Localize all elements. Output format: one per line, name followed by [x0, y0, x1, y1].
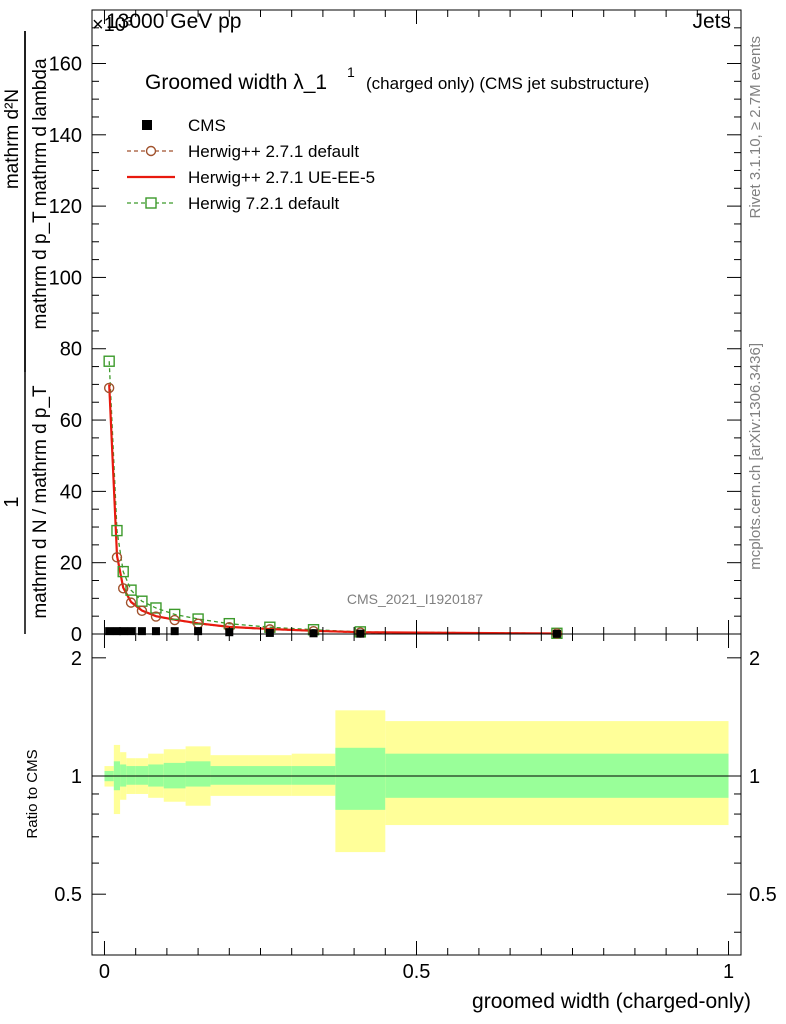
axes: 0 20 40 60 80 100 120 140 160 0 0.5 1 0.5 0.5 1 1 2 2 — [49, 9, 777, 983]
rivet-label: Rivet 3.1.10, ≥ 2.7M events — [747, 36, 764, 219]
series-point-herwig7 — [125, 584, 137, 596]
series-line-herwig-ueee5 — [108, 384, 557, 635]
y-tick-label-ratio: 0.5 — [54, 884, 82, 906]
ratio-band-inner — [135, 766, 149, 785]
x-tick-label: 1 — [723, 961, 734, 983]
y-tick-label-top: 140 — [49, 125, 82, 147]
y-axis-label-ratio: Ratio to CMS — [24, 749, 41, 838]
y-tick-label-top: 40 — [60, 481, 82, 503]
y-tick-label-ratio-right: 1 — [749, 766, 760, 788]
top-plot-area — [103, 355, 563, 639]
x-axis-label: groomed width (charged-only) — [472, 990, 751, 1013]
series-point-herwig-default — [103, 382, 115, 394]
legend-marker-herwig7 — [145, 197, 157, 209]
series-point-cms — [119, 627, 128, 636]
y-tick-label-top: 120 — [49, 196, 82, 218]
series-point-cms — [265, 628, 274, 637]
y-axis-label-top: 1 mathrm d N / mathrm d p_T mathrm d²N m… — [1, 31, 51, 634]
plot-title-note: (charged only) (CMS jet substructure) — [366, 74, 649, 93]
series-point-cms — [112, 627, 121, 636]
series-point-herwig7 — [150, 602, 162, 614]
y-tick-label-ratio: 2 — [71, 648, 82, 670]
y-tick-label-top: 80 — [60, 339, 82, 361]
ratio-band-inner — [291, 766, 336, 785]
mcplots-label: mcplots.cern.ch [arXiv:1306.3436] — [747, 343, 764, 570]
x-tick-label: 0.5 — [403, 961, 431, 983]
series-point-herwig-default — [118, 583, 129, 594]
ratio-band-inner — [335, 747, 386, 810]
y-tick-label-top: 100 — [49, 267, 82, 289]
series-point-herwig7 — [117, 565, 129, 578]
series-point-herwig-default — [136, 605, 148, 617]
series-point-cms — [309, 629, 318, 638]
y-tick-label-ratio: 1 — [71, 766, 82, 788]
plot-title: Groomed width λ_1 — [145, 71, 327, 94]
top-panel-frame — [91, 9, 742, 635]
series-point-herwig7 — [111, 524, 123, 537]
header-left: 13000 GeV pp — [106, 10, 241, 33]
legend-label-cms: CMS — [188, 116, 226, 135]
series-point-cms — [170, 627, 179, 636]
ylabel-den2: mathrm d p_T mathrm d lambda — [30, 58, 51, 329]
analysis-watermark: CMS_2021_I1920187 — [347, 591, 483, 607]
legend-marker-herwig-default — [145, 145, 157, 157]
ratio-band — [92, 710, 741, 853]
y-tick-label-ratio-right: 0.5 — [749, 884, 777, 906]
series-point-cms — [151, 627, 160, 636]
ratio-band-inner — [210, 766, 249, 785]
series-point-herwig7 — [168, 608, 181, 621]
ylabel-numerator: 1 — [1, 496, 23, 507]
series-point-cms — [137, 627, 146, 636]
y-tick-label-top: 60 — [60, 410, 82, 432]
series-point-cms — [105, 627, 114, 636]
ratio-band-inner — [126, 766, 136, 785]
series-point-herwig7 — [103, 355, 115, 367]
header-right: Jets — [692, 10, 731, 33]
exponent-label: ×10³ — [92, 14, 133, 36]
legend-label-herwig-ueee5: Herwig++ 2.7.1 UE-EE-5 — [188, 168, 375, 187]
y-tick-label-ratio-right: 2 — [749, 648, 760, 670]
series-point-herwig-default — [125, 597, 137, 608]
legend-marker-cms — [142, 120, 152, 130]
y-tick-label-top: 20 — [60, 553, 82, 575]
legend-label-herwig7: Herwig 7.2.1 default — [188, 194, 339, 213]
series-point-herwig-default — [111, 552, 123, 563]
series-point-cms — [127, 627, 136, 636]
series-line-herwig-default — [108, 387, 557, 635]
x-tick-label: 0 — [99, 961, 110, 983]
legend-label-herwig-default: Herwig++ 2.7.1 default — [188, 142, 359, 161]
ylabel-denominator: mathrm d N / mathrm d p_T — [30, 385, 51, 619]
series-line-herwig7 — [108, 361, 557, 634]
ratio-band-inner — [185, 761, 211, 787]
y-tick-label-top: 160 — [49, 53, 82, 75]
series-point-herwig7 — [192, 613, 204, 625]
series-point-herwig-default — [169, 614, 180, 626]
series-point-herwig-default — [150, 611, 162, 622]
plot-title-superscript: 1 — [347, 64, 355, 80]
series-point-herwig-default — [551, 628, 563, 639]
ratio-band-inner — [248, 766, 292, 785]
legend: CMS Herwig++ 2.7.1 default Herwig++ 2.7.1 … — [127, 116, 375, 213]
y-tick-label-top: 0 — [71, 624, 82, 646]
ylabel-num2: mathrm d²N — [2, 89, 23, 189]
